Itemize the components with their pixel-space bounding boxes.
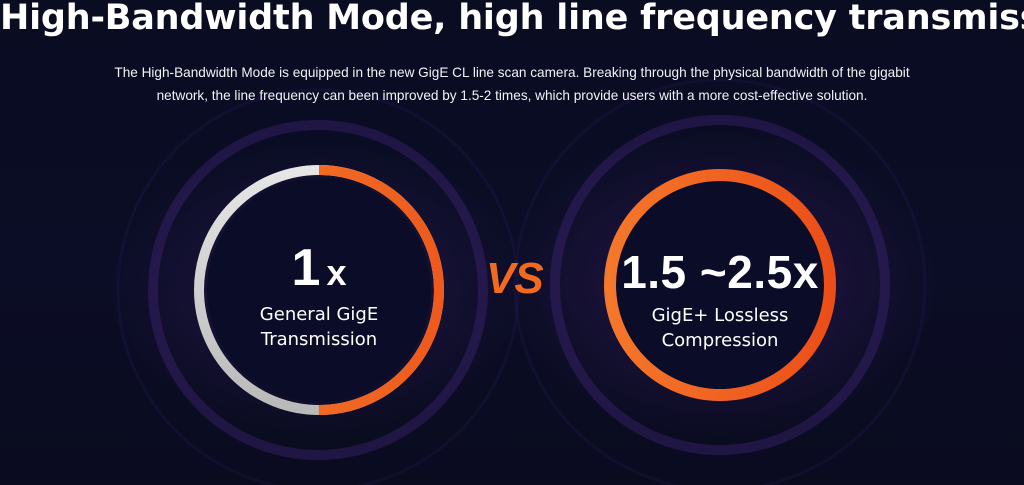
mode-label-line1: General GigE — [259, 304, 379, 325]
speed-value: 1.5 ~2.5x — [621, 246, 819, 298]
gige-plus-ring: 1.5 ~2.5x GigE+ Lossless Compression — [570, 135, 870, 435]
ring-progress-arc — [604, 169, 836, 401]
description-text: The High-Bandwidth Mode is equipped in t… — [114, 65, 910, 103]
page-title: High-Bandwidth Mode, high line frequency… — [0, 0, 1024, 38]
value-number: 1 — [291, 239, 321, 297]
mode-label-line2: Compression — [661, 330, 779, 351]
mode-label-line1: GigE+ Lossless — [651, 305, 789, 326]
value-unit: x — [326, 252, 347, 293]
mode-label: General GigE Transmission — [169, 302, 469, 352]
mode-label: GigE+ Lossless Compression — [570, 303, 870, 353]
versus-label: VS — [486, 254, 544, 303]
mode-label-line2: Transmission — [260, 329, 378, 350]
ring-progress-arc — [194, 165, 444, 415]
progress-ring — [194, 165, 444, 415]
progress-ring — [604, 169, 836, 401]
